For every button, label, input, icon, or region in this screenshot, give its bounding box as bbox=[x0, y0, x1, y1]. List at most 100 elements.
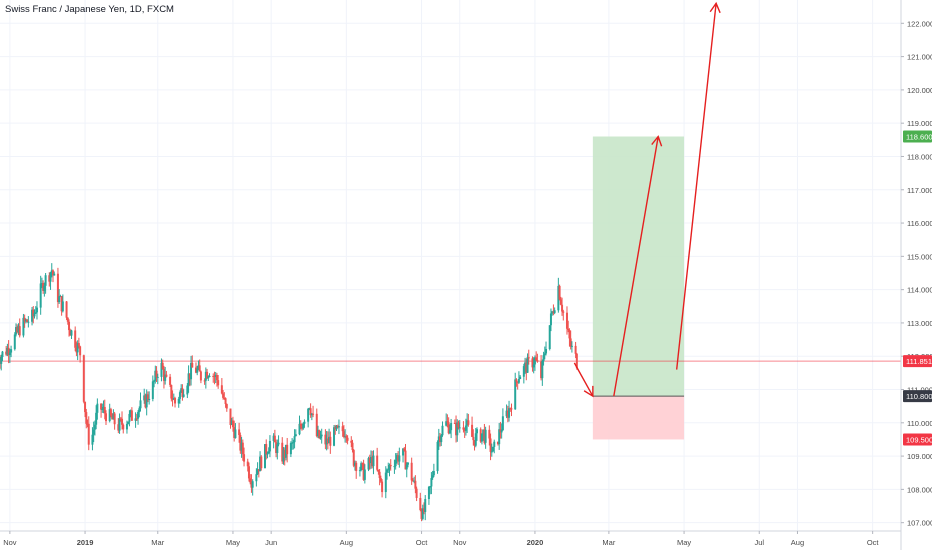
candle-down bbox=[220, 378, 223, 395]
candle-down bbox=[420, 508, 423, 522]
candle-body bbox=[187, 373, 190, 386]
candle-up bbox=[264, 443, 266, 469]
candle-body bbox=[363, 469, 366, 480]
candle-body bbox=[484, 429, 487, 443]
candle-body bbox=[220, 385, 223, 394]
candle-down bbox=[326, 431, 329, 450]
candle-up bbox=[196, 365, 199, 376]
candle-down bbox=[52, 269, 54, 283]
candle-up bbox=[384, 466, 387, 499]
candle-down bbox=[203, 378, 206, 385]
candle-body bbox=[479, 429, 482, 442]
candle-body bbox=[121, 418, 124, 425]
candle-up bbox=[108, 403, 111, 423]
candle-body bbox=[191, 362, 194, 368]
candle-body bbox=[204, 371, 207, 381]
candle-body bbox=[335, 425, 338, 430]
candle-body bbox=[139, 400, 142, 409]
candle-body bbox=[355, 462, 358, 472]
candle-down bbox=[86, 419, 89, 428]
candle-body bbox=[450, 423, 453, 431]
candle-body bbox=[186, 385, 189, 395]
candle-body bbox=[574, 345, 577, 354]
candle-body bbox=[379, 478, 382, 482]
candle-down bbox=[536, 353, 539, 363]
candle-body bbox=[22, 317, 25, 336]
price-tick-label: 109.000 bbox=[907, 452, 932, 461]
candle-up bbox=[76, 340, 79, 361]
candle-up bbox=[549, 308, 552, 332]
candle-up bbox=[557, 277, 560, 313]
candle-up bbox=[360, 461, 363, 472]
candle-up bbox=[319, 430, 322, 440]
candle-body bbox=[384, 472, 387, 493]
candle-down bbox=[165, 370, 168, 378]
candle-body bbox=[337, 426, 340, 428]
candle-up bbox=[35, 301, 38, 320]
time-tick-label: Aug bbox=[791, 538, 804, 547]
candle-body bbox=[33, 312, 36, 317]
candle-body bbox=[58, 296, 61, 303]
candle-up bbox=[240, 436, 243, 458]
candle-up bbox=[27, 316, 30, 328]
candle-up bbox=[430, 472, 433, 495]
candle-body bbox=[307, 408, 310, 422]
candle-up bbox=[91, 427, 94, 451]
candle-body bbox=[238, 429, 241, 436]
candle-body bbox=[215, 374, 218, 381]
candle-down bbox=[77, 337, 80, 349]
candle-down bbox=[462, 421, 465, 433]
candle-body bbox=[326, 438, 329, 444]
candle-body bbox=[109, 409, 112, 416]
current-price-tag-bg bbox=[903, 355, 932, 368]
candle-body bbox=[196, 369, 199, 373]
candle-up bbox=[53, 271, 56, 276]
candle-up bbox=[34, 306, 37, 315]
candle-up bbox=[448, 424, 451, 435]
candle-body bbox=[293, 436, 296, 443]
candle-down bbox=[87, 416, 90, 451]
candle-body bbox=[467, 420, 470, 425]
candle-body bbox=[398, 455, 401, 462]
candle-body bbox=[531, 358, 534, 368]
chart-title: Swiss Franc / Japanese Yen, 1D, FXCM bbox=[5, 4, 174, 15]
candle-up bbox=[177, 396, 180, 408]
candle-body bbox=[303, 421, 306, 424]
candle-body bbox=[190, 362, 193, 380]
candle-down bbox=[23, 314, 26, 328]
candle-body bbox=[471, 424, 474, 437]
candle-body bbox=[552, 311, 555, 313]
candle-body bbox=[68, 321, 71, 331]
candle-down bbox=[457, 420, 460, 430]
candle-body bbox=[345, 435, 348, 438]
candle-up bbox=[207, 375, 210, 382]
candle-up bbox=[335, 425, 338, 432]
candle-body bbox=[246, 461, 249, 467]
candle-body bbox=[568, 330, 571, 339]
candle-body bbox=[489, 438, 492, 452]
candle-body bbox=[368, 458, 371, 464]
candle-up bbox=[101, 403, 104, 413]
candle-body bbox=[559, 299, 562, 305]
candle-up bbox=[31, 306, 34, 326]
candle-up bbox=[363, 464, 366, 484]
candle-body bbox=[432, 471, 435, 476]
candle-down bbox=[238, 422, 241, 443]
candle-up bbox=[508, 400, 511, 422]
candle-down bbox=[506, 405, 509, 423]
candle-body bbox=[431, 475, 434, 479]
candle-down bbox=[341, 421, 344, 437]
candle-up bbox=[553, 307, 556, 315]
price-tick-label: 120.000 bbox=[907, 86, 932, 95]
candle-body bbox=[404, 450, 407, 470]
candle-down bbox=[117, 418, 120, 434]
candle-down bbox=[565, 306, 568, 335]
candle-down bbox=[260, 455, 263, 471]
candle-body bbox=[377, 469, 380, 472]
candle-up bbox=[102, 400, 105, 414]
candle-up bbox=[59, 294, 62, 298]
candle-down bbox=[100, 403, 103, 418]
position-profit-zone bbox=[592, 136, 685, 397]
